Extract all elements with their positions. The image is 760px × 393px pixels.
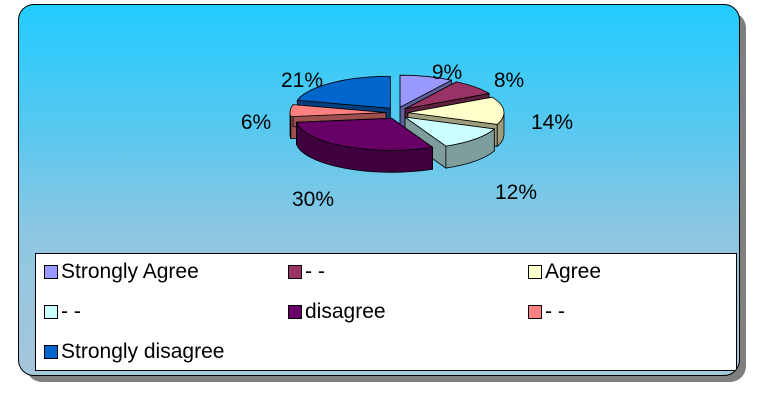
pie-chart: 9% 8% 14% 12% 30% 6% 21% [241, 61, 573, 211]
legend-item-strongly-agree: Strongly Agree [44, 260, 199, 284]
legend-item-agree: Agree [528, 260, 601, 284]
percent-label-3: 12% [495, 181, 537, 204]
chart-legend: Strongly Agree - - Agree - - disagree - … [35, 253, 737, 371]
legend-swatch [288, 265, 302, 279]
legend-label: Strongly disagree [61, 340, 225, 363]
chart-area: 9% 8% 14% 12% 30% 6% 21% Strongly Agree - - Ag… [18, 4, 740, 376]
legend-label: - - [61, 300, 81, 323]
legend-swatch [44, 345, 58, 359]
legend-swatch [528, 265, 542, 279]
percent-label-0: 9% [432, 61, 462, 84]
legend-item-dash-1: - - [288, 260, 325, 284]
legend-label: - - [305, 260, 325, 283]
percent-label-6: 21% [281, 69, 323, 92]
legend-swatch [44, 265, 58, 279]
percent-label-2: 14% [531, 111, 573, 134]
legend-label: Strongly Agree [61, 260, 199, 283]
legend-item-dash-2: - - [44, 300, 81, 324]
percent-label-1: 8% [494, 69, 524, 92]
legend-label: disagree [305, 300, 386, 323]
legend-item-disagree: disagree [288, 300, 386, 324]
legend-label: - - [545, 300, 565, 323]
percent-label-4: 30% [292, 188, 334, 211]
legend-label: Agree [545, 260, 602, 283]
pie-slice-4 [295, 117, 434, 173]
legend-swatch [44, 305, 58, 319]
percent-label-5: 6% [241, 111, 271, 134]
legend-item-dash-3: - - [528, 300, 565, 324]
legend-swatch [528, 305, 542, 319]
legend-item-strongly-disagree: Strongly disagree [44, 340, 224, 364]
legend-swatch [288, 305, 302, 319]
